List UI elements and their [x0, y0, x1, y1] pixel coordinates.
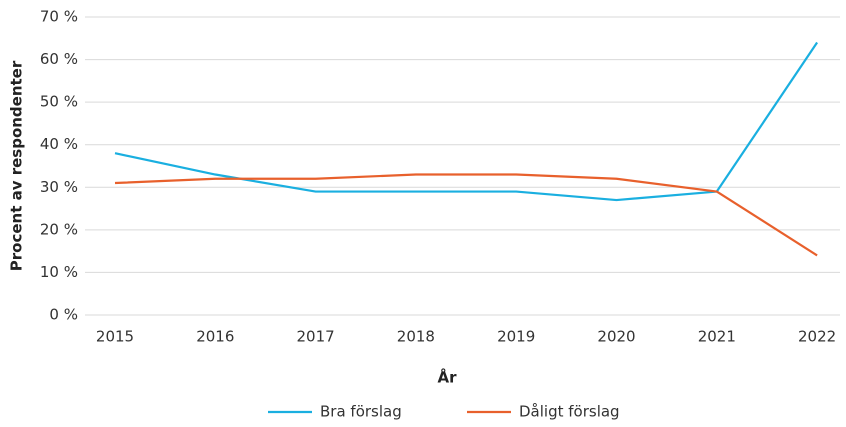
- y-tick-label: 30 %: [40, 178, 78, 196]
- y-tick-label: 60 %: [40, 50, 78, 68]
- y-tick-label: 70 %: [40, 8, 78, 26]
- y-tick-label: 10 %: [40, 263, 78, 281]
- x-tick-label: 2017: [297, 328, 335, 346]
- legend-label: Bra förslag: [320, 403, 402, 421]
- x-tick-label: 2019: [497, 328, 535, 346]
- y-tick-label: 20 %: [40, 220, 78, 238]
- legend-label: Dåligt förslag: [519, 403, 620, 421]
- x-tick-label: 2015: [96, 328, 134, 346]
- x-tick-label: 2022: [798, 328, 836, 346]
- x-tick-label: 2021: [698, 328, 736, 346]
- y-tick-label: 50 %: [40, 93, 78, 111]
- y-axis-title: Procent av respondenter: [8, 60, 26, 271]
- y-tick-label: 40 %: [40, 135, 78, 153]
- x-tick-label: 2016: [196, 328, 234, 346]
- data-line: [114, 41, 819, 202]
- x-tick-label: 2018: [397, 328, 435, 346]
- y-tick-label: 0 %: [49, 306, 78, 324]
- data-line: [114, 173, 818, 257]
- x-axis-title: År: [437, 368, 457, 387]
- x-tick-label: 2020: [597, 328, 635, 346]
